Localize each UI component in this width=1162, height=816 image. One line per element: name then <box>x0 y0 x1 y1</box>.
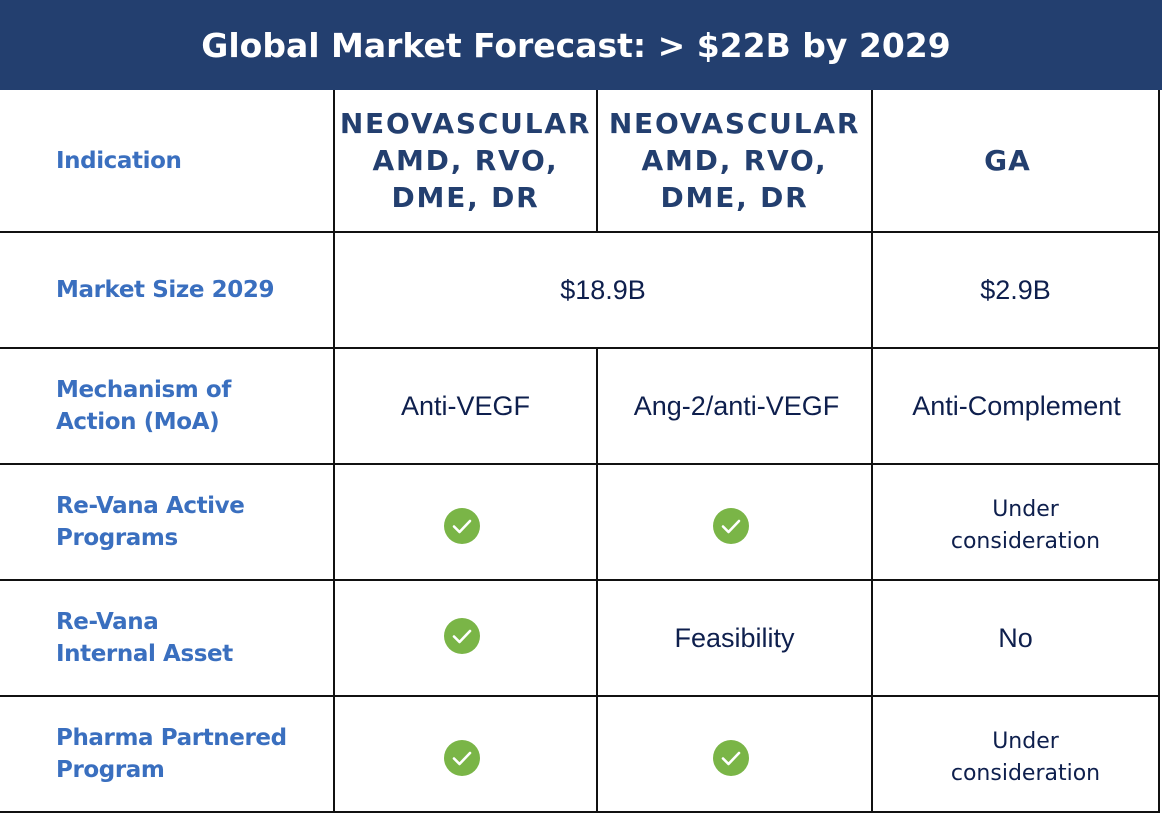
row-label-text: Re-Vana Internal Asset <box>56 609 233 667</box>
table-row-moa: Mechanism of Action (MoA) Anti-VEGF Ang-… <box>0 347 1160 465</box>
moa-col1-text: Anti-VEGF <box>400 390 531 421</box>
check-circle-icon <box>712 508 749 544</box>
internal-asset-col2-text: Feasibility <box>674 622 795 653</box>
market-size-col3: $2.9B <box>871 231 1160 349</box>
table-row-indication: Indication NEOVASCULAR AMD, RVO, DME, DR… <box>0 90 1160 233</box>
active-programs-col3: Under consideration <box>871 463 1160 581</box>
row-label-internal-asset: Re-Vana Internal Asset <box>0 579 335 697</box>
moa-col1: Anti-VEGF <box>333 347 598 465</box>
active-programs-col1 <box>333 463 598 581</box>
partnered-col2 <box>596 695 873 813</box>
row-label-text: Indication <box>56 147 182 174</box>
table-row-market-size: Market Size 2029 $18.9B $2.9B <box>0 231 1160 349</box>
check-circle-icon <box>443 618 480 654</box>
active-programs-col3-text: Under consideration <box>950 497 1101 554</box>
title-banner: Global Market Forecast: > $22B by 2029 <box>0 0 1162 90</box>
internal-asset-col3: No <box>871 579 1160 697</box>
row-label-moa: Mechanism of Action (MoA) <box>0 347 335 465</box>
partnered-col3-text: Under consideration <box>950 729 1101 786</box>
market-size-neovascular-value: $18.9B <box>560 274 646 305</box>
moa-col2-text: Ang-2/anti-VEGF <box>633 390 840 421</box>
row-label-active-programs: Re-Vana Active Programs <box>0 463 335 581</box>
indication-col1: NEOVASCULAR AMD, RVO, DME, DR <box>333 90 598 233</box>
partnered-col3: Under consideration <box>871 695 1160 813</box>
internal-asset-col1 <box>333 579 598 697</box>
indication-col2: NEOVASCULAR AMD, RVO, DME, DR <box>596 90 873 233</box>
market-forecast-table: Indication NEOVASCULAR AMD, RVO, DME, DR… <box>0 90 1160 813</box>
table-row-internal-asset: Re-Vana Internal Asset Feasibility No <box>0 579 1160 697</box>
indication-col2-text: NEOVASCULAR AMD, RVO, DME, DR <box>608 107 861 214</box>
slide-title: Global Market Forecast: > $22B by 2029 <box>201 25 951 65</box>
row-label-market-size: Market Size 2029 <box>0 231 335 349</box>
check-circle-icon <box>443 508 480 544</box>
market-size-ga-value: $2.9B <box>980 274 1051 305</box>
internal-asset-col3-text: No <box>998 622 1033 653</box>
moa-col3: Anti-Complement <box>871 347 1160 465</box>
moa-col3-text: Anti-Complement <box>912 390 1121 421</box>
table-row-partnered: Pharma Partnered Program Under considera… <box>0 695 1160 813</box>
check-circle-icon <box>712 740 749 776</box>
internal-asset-col2: Feasibility <box>596 579 873 697</box>
active-programs-col2 <box>596 463 873 581</box>
row-label-text: Mechanism of Action (MoA) <box>56 377 231 435</box>
indication-col1-text: NEOVASCULAR AMD, RVO, DME, DR <box>339 107 592 214</box>
row-label-text: Re-Vana Active Programs <box>56 493 245 551</box>
indication-col3: GA <box>871 90 1160 233</box>
moa-col2: Ang-2/anti-VEGF <box>596 347 873 465</box>
table-row-active-programs: Re-Vana Active Programs Under considerat… <box>0 463 1160 581</box>
market-size-col12: $18.9B <box>333 231 873 349</box>
indication-col3-text: GA <box>984 144 1031 177</box>
check-circle-icon <box>443 740 480 776</box>
row-label-partnered: Pharma Partnered Program <box>0 695 335 813</box>
row-label-indication: Indication <box>0 90 335 233</box>
row-label-text: Pharma Partnered Program <box>56 725 287 783</box>
row-label-text: Market Size 2029 <box>56 277 275 303</box>
partnered-col1 <box>333 695 598 813</box>
